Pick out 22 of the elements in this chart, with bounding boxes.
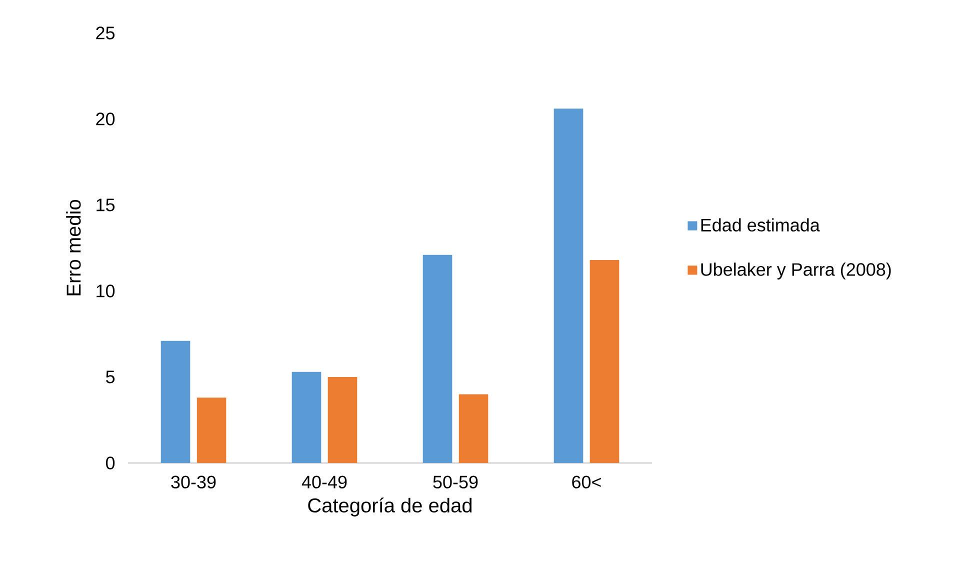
y-tick-label: 25 bbox=[96, 26, 115, 40]
bar bbox=[458, 394, 488, 463]
bar bbox=[554, 108, 584, 463]
bar bbox=[292, 372, 322, 463]
legend-label: Edad estimada bbox=[701, 218, 820, 232]
bar bbox=[196, 398, 226, 463]
legend-label: Ubelaker y Parra (2008) bbox=[701, 262, 891, 280]
x-tick-label: 60< bbox=[572, 476, 601, 488]
x-tick-label: 50-59 bbox=[433, 476, 478, 488]
bar bbox=[590, 260, 620, 463]
y-tick-label: 5 bbox=[106, 370, 115, 384]
y-tick-label: 15 bbox=[96, 198, 115, 212]
x-tick-label: 30-39 bbox=[171, 476, 216, 488]
x-axis-title: Categoría de edad bbox=[308, 498, 472, 516]
bar bbox=[422, 254, 452, 463]
y-axis-title: Erro medio bbox=[66, 200, 81, 296]
y-tick-label: 0 bbox=[106, 456, 115, 470]
bar bbox=[328, 376, 358, 463]
y-tick-label: 20 bbox=[96, 112, 115, 126]
y-tick-label: 10 bbox=[96, 284, 115, 298]
bar bbox=[160, 340, 190, 463]
x-tick-label: 40-49 bbox=[302, 476, 347, 488]
